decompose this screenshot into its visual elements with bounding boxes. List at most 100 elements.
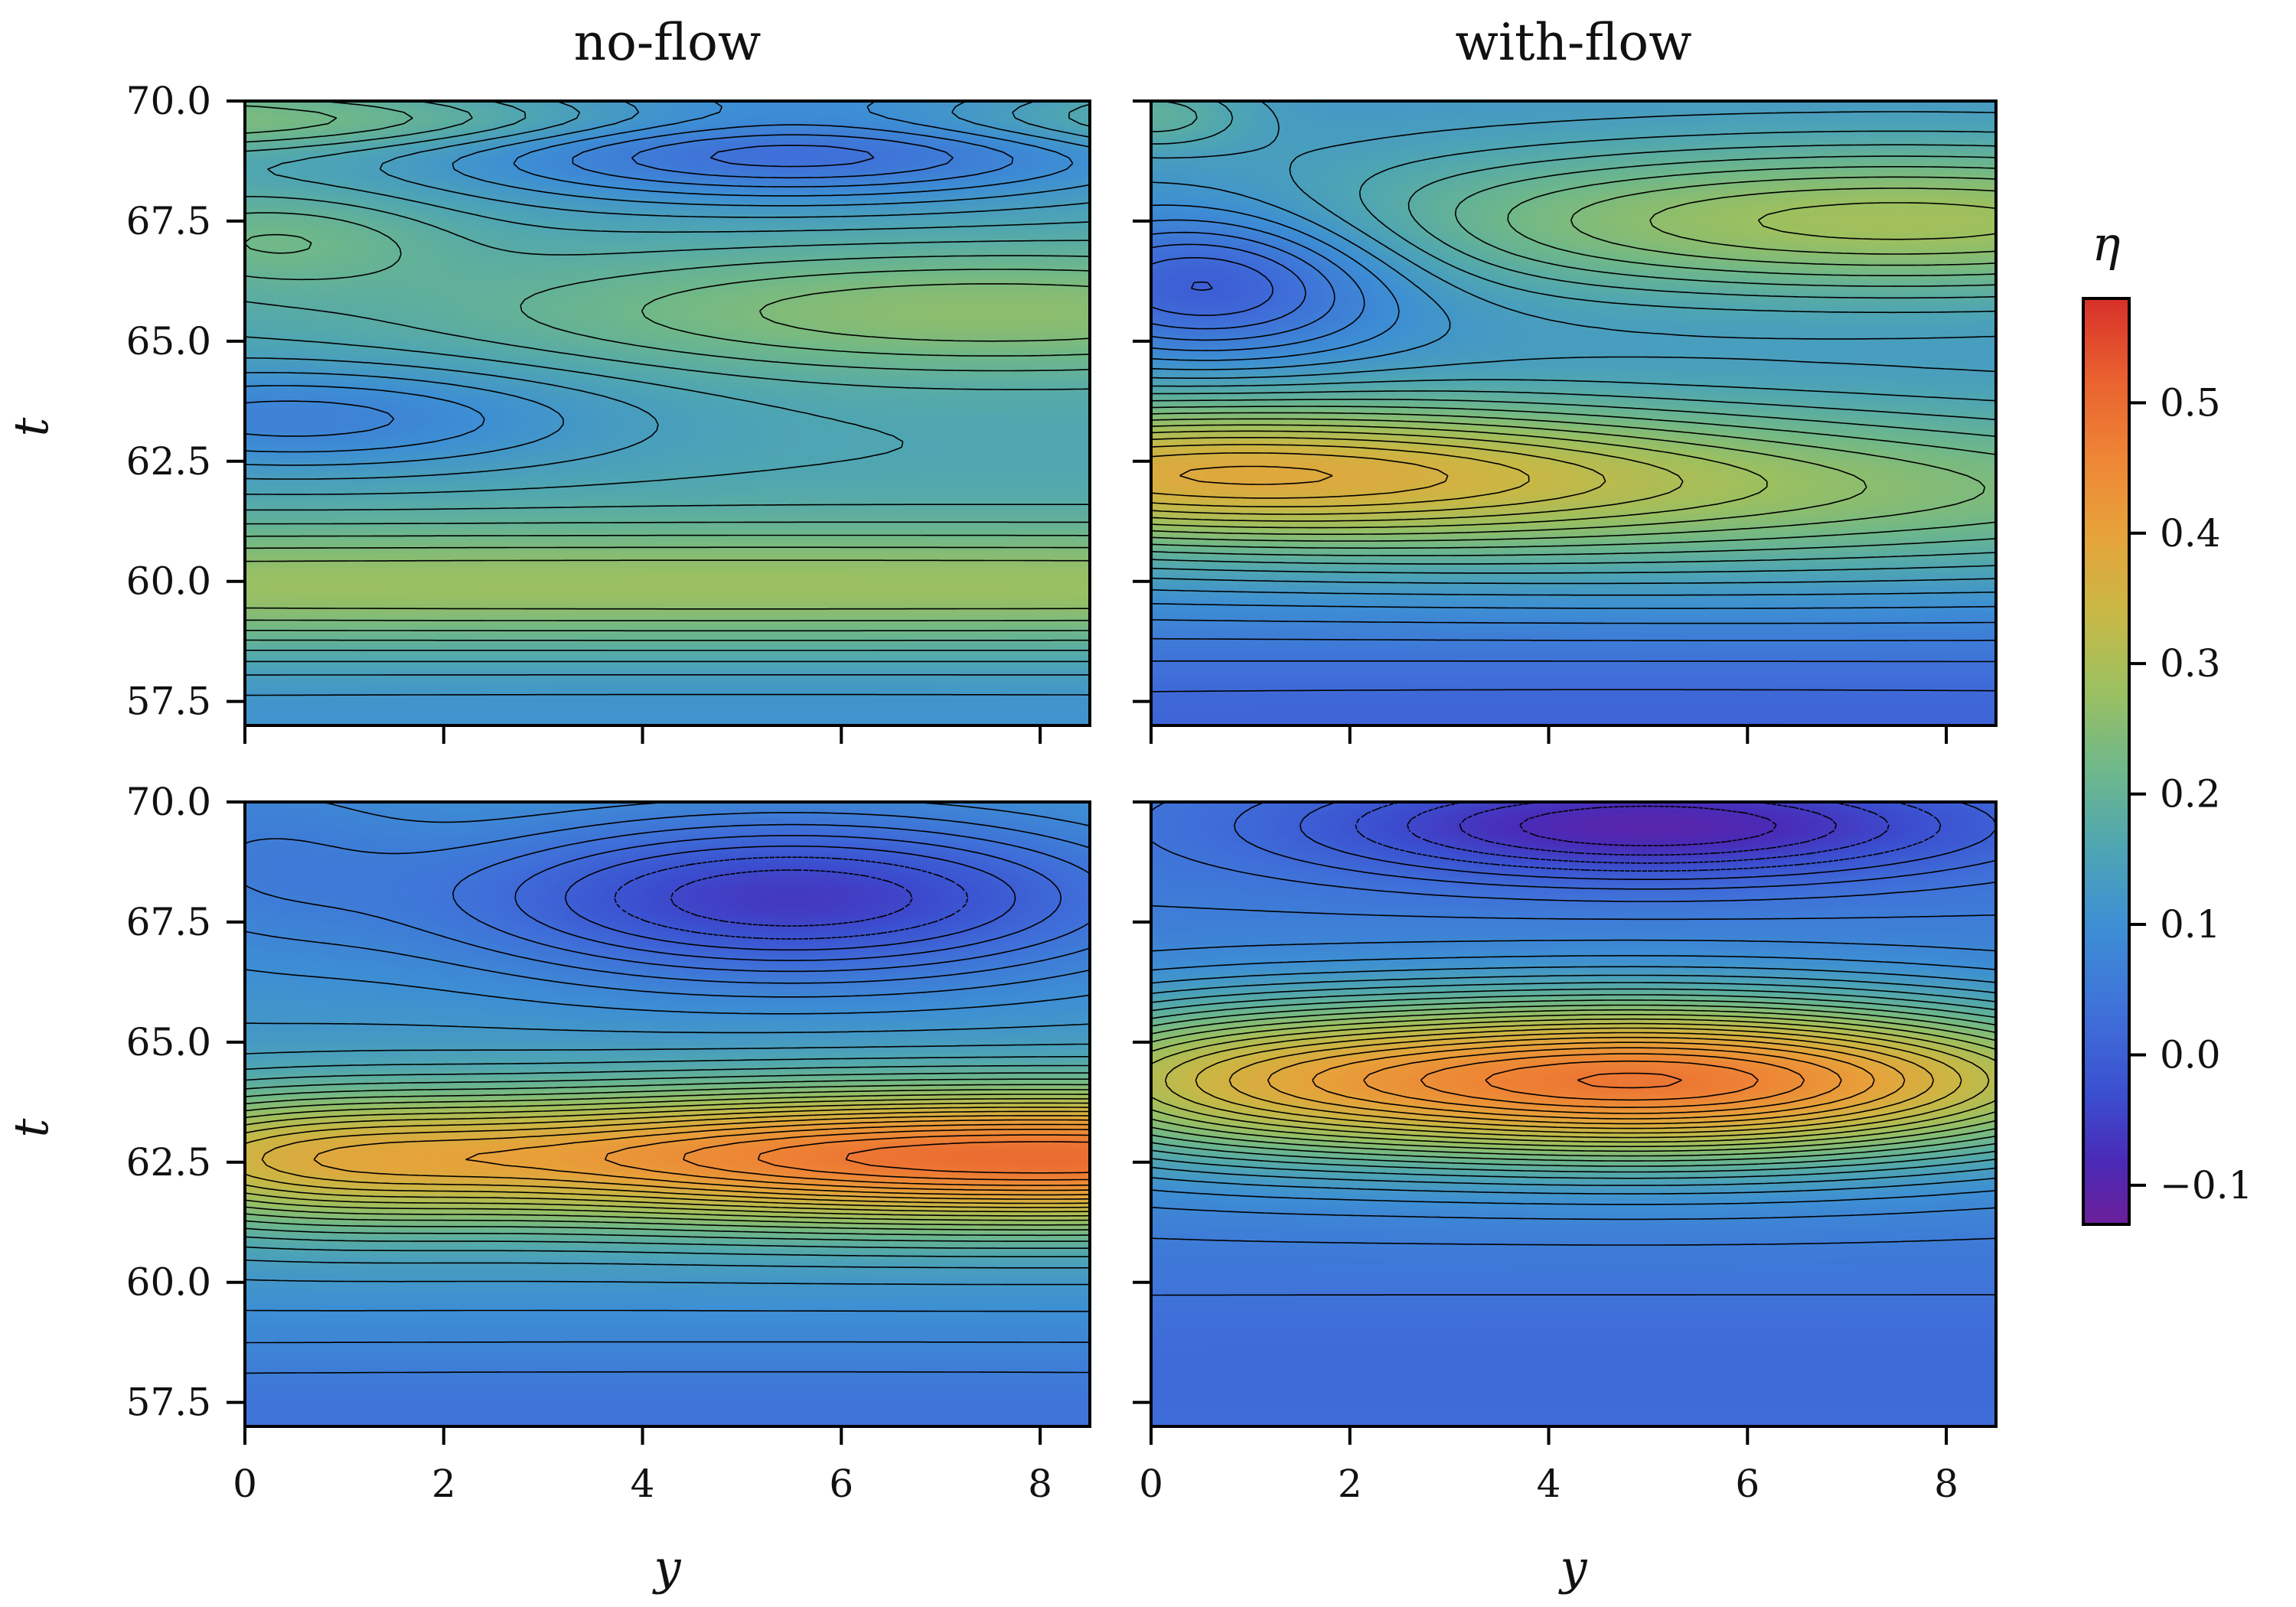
y-tick-label: 67.5	[126, 900, 211, 944]
colorbar-tick-label: 0.0	[2160, 1032, 2221, 1077]
contour-level	[1151, 999, 1996, 1162]
contour-level	[845, 1141, 1090, 1174]
y-tick-label: 65.0	[126, 1020, 211, 1064]
contour-level	[514, 835, 1062, 961]
contour-lines	[245, 802, 1090, 1374]
x-tick-label: 0	[1139, 1462, 1163, 1506]
contour-level	[245, 1089, 1090, 1226]
contour-level	[1151, 1009, 1996, 1152]
contour-level	[1151, 905, 1996, 1246]
y-tick-label: 70.0	[126, 780, 211, 824]
contour-level	[1300, 802, 1996, 880]
contour-level	[1151, 257, 1996, 693]
contour-level	[1267, 1036, 1906, 1125]
colorbar-gradient	[2083, 298, 2129, 1224]
y-tick-label: 57.5	[126, 1380, 211, 1425]
panel-bottom-no-flow: 0 2 4 6 8 57.5 60.0 62.5 65.0 67.5 70.0 t y	[3, 780, 1091, 1596]
contour-level	[1151, 219, 1996, 624]
contour-level	[245, 812, 1090, 1374]
x-tick-label: 8	[1934, 1462, 1958, 1506]
panels: 57.5 60.0 62.5 65.0 67.5 70.0 no-flow t with-flo…	[3, 13, 1998, 1596]
colorbar-title: η	[2092, 216, 2120, 272]
contour-level	[1485, 1060, 1759, 1101]
y-tick-label: 70.0	[126, 79, 211, 123]
contour-level	[245, 1098, 1090, 1217]
axes-frame	[243, 800, 1091, 1428]
contour-level	[670, 869, 913, 927]
contour-level	[1151, 1014, 1996, 1148]
contour-level	[245, 1056, 1090, 1257]
axes-frame	[1150, 99, 1998, 727]
contour-level	[1151, 1004, 1996, 1157]
contour-level	[1363, 1047, 1842, 1114]
contour-level	[1151, 974, 1996, 1186]
contour-level	[1151, 202, 1996, 529]
contour-level	[1151, 181, 1996, 596]
y-tick-label: 57.5	[126, 680, 211, 724]
contour-level	[245, 105, 1090, 632]
x-tick-label: 6	[1735, 1462, 1760, 1506]
contour-level	[1164, 1022, 1990, 1139]
contour-level	[757, 1134, 1090, 1181]
contour-lines	[1151, 101, 1996, 693]
colorbar-tick-label: 0.3	[2160, 641, 2221, 686]
y-axis-label: t	[3, 1118, 59, 1137]
contour-level	[1407, 802, 1890, 864]
y-tick-label: 65.0	[126, 319, 211, 363]
axes-frame	[243, 99, 1091, 727]
colorbar-tick-label: 0.2	[2160, 772, 2221, 817]
contour-level	[614, 856, 969, 940]
contour-level	[245, 1102, 1090, 1213]
contour-level	[631, 134, 954, 179]
contour-level	[1312, 1041, 1875, 1120]
contour-level	[1151, 243, 1996, 663]
contour-level	[245, 1084, 1090, 1231]
x-axis-label: y	[1557, 1540, 1587, 1596]
colorbar-tick-label: 0.4	[2160, 511, 2221, 556]
panel-top-no-flow: 57.5 60.0 62.5 65.0 67.5 70.0 no-flow t	[3, 13, 1091, 744]
contour-level	[245, 1064, 1090, 1249]
panel-title: no-flow	[574, 13, 762, 72]
contour-level	[1151, 430, 1684, 522]
contour-level	[1151, 982, 1996, 1179]
contour-level	[452, 823, 1090, 973]
contour-level	[1151, 1018, 1996, 1143]
contour-level	[245, 1094, 1090, 1221]
y-tick-label: 60.0	[126, 559, 211, 604]
contour-level	[604, 1123, 1090, 1191]
contour-level	[465, 1119, 1090, 1196]
y-axis-label: t	[3, 417, 59, 436]
x-tick-label: 2	[432, 1462, 456, 1506]
contour-level	[245, 283, 1090, 621]
contour-level	[1151, 988, 1996, 1173]
x-tick-label: 0	[233, 1462, 257, 1506]
x-tick-label: 4	[631, 1462, 655, 1506]
y-tick-label: 60.0	[126, 1260, 211, 1305]
contour-level	[1355, 802, 1942, 872]
colorbar-tick-label: −0.1	[2160, 1163, 2252, 1208]
contour-level	[1151, 994, 1996, 1167]
contour-level	[245, 969, 1090, 1312]
contour-level	[1420, 1053, 1805, 1108]
contour-level	[1234, 802, 1996, 890]
heatmap-image	[245, 101, 1090, 725]
colorbar-tick-label: 0.5	[2160, 380, 2221, 425]
contour-level	[1151, 187, 1996, 535]
contour-level	[245, 1022, 1090, 1286]
x-axis-label: y	[651, 1540, 681, 1596]
colorbar: −0.1 0.0 0.1 0.2 0.3 0.4 0.5 η	[2082, 216, 2252, 1226]
contour-level	[261, 1110, 1090, 1204]
contour-lines	[1151, 802, 1996, 1296]
contour-level	[1577, 1072, 1682, 1089]
contour-level	[1151, 204, 1996, 609]
contour-level	[245, 1107, 1090, 1208]
contour-level	[1151, 955, 1996, 1205]
contour-level	[1151, 452, 1449, 499]
x-tick-label: 6	[829, 1462, 853, 1506]
contour-level	[1228, 1032, 1935, 1129]
contour-level	[245, 1043, 1090, 1269]
contour-level	[1151, 176, 1996, 542]
contour-level	[1151, 444, 1530, 507]
contour-level	[245, 1072, 1090, 1242]
